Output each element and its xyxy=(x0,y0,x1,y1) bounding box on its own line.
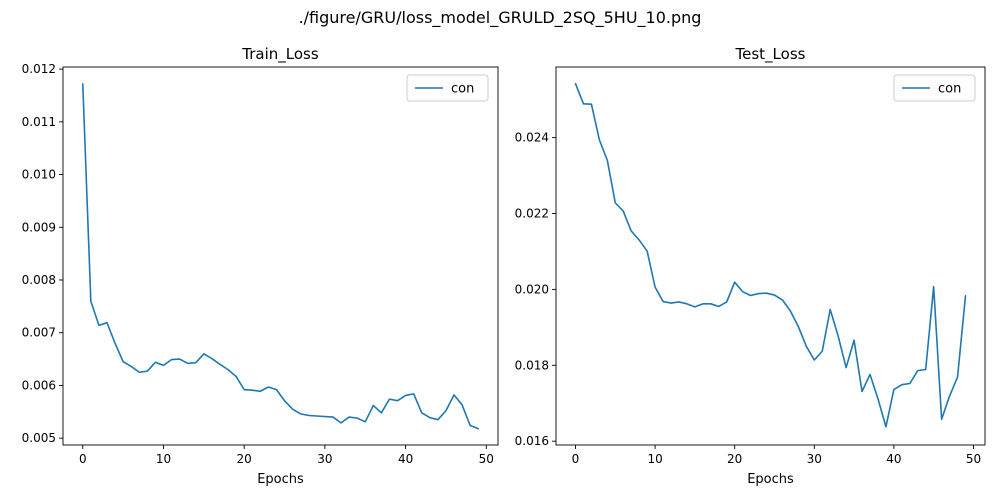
x-tick-label-0-4: 40 xyxy=(398,452,413,466)
y-tick-label-0-3: 0.008 xyxy=(22,273,56,287)
x-tick-label-0-0: 0 xyxy=(79,452,87,466)
y-tick-label-0-0: 0.005 xyxy=(22,431,56,445)
y-tick-label-0-2: 0.007 xyxy=(22,326,56,340)
legend-box-0 xyxy=(406,74,489,102)
y-tick-label-0-7: 0.012 xyxy=(22,62,56,76)
y-tick-label-0-4: 0.009 xyxy=(22,220,56,234)
x-tick-label-0-1: 10 xyxy=(156,452,171,466)
y-tick-label-1-1: 0.018 xyxy=(515,358,549,372)
x-tick-label-0-5: 50 xyxy=(479,452,494,466)
y-tick-label-1-0: 0.016 xyxy=(515,434,549,448)
chart-title-0: Train_Loss xyxy=(241,45,319,64)
chart-0: 0 10 20 30 40 50 0.005 0.006 0.007 0.008 0.009 0.01… xyxy=(22,45,499,487)
y-tick-label-0-6: 0.011 xyxy=(22,115,56,129)
figure-suptitle: ./figure/GRU/loss_model_GRULD_2SQ_5HU_10… xyxy=(298,8,702,27)
y-tick-label-0-5: 0.010 xyxy=(22,168,56,182)
legend-box-1 xyxy=(893,74,976,102)
chart-1: 0 10 20 30 40 50 0.016 0.018 0.020 0.022 0.024 Test… xyxy=(515,45,986,487)
x-tick-label-1-3: 30 xyxy=(807,452,822,466)
series-line-0-0 xyxy=(81,83,480,430)
x-tick-label-0-2: 20 xyxy=(237,452,252,466)
axes-frame-0 xyxy=(62,66,499,446)
x-tick-label-1-2: 20 xyxy=(727,452,742,466)
legend-label-1: con xyxy=(938,82,961,97)
x-tick-label-1-5: 50 xyxy=(966,452,981,466)
x-axis-label-0: Epochs xyxy=(257,472,304,487)
y-tick-label-0-1: 0.006 xyxy=(22,378,56,392)
legend-1: con xyxy=(893,74,976,102)
legend-0: con xyxy=(406,74,489,102)
series-line-1-0 xyxy=(574,82,967,428)
x-tick-label-1-0: 0 xyxy=(572,452,580,466)
x-axis-label-1: Epochs xyxy=(747,472,794,487)
axes-frame-1 xyxy=(555,66,986,446)
x-tick-label-1-4: 40 xyxy=(886,452,901,466)
y-tick-label-1-4: 0.024 xyxy=(515,131,549,145)
x-tick-label-0-3: 30 xyxy=(317,452,332,466)
chart-title-1: Test_Loss xyxy=(735,45,806,64)
y-tick-label-1-2: 0.020 xyxy=(515,282,549,296)
legend-label-0: con xyxy=(451,82,474,97)
y-tick-label-1-3: 0.022 xyxy=(515,206,549,220)
x-tick-label-1-1: 10 xyxy=(647,452,662,466)
